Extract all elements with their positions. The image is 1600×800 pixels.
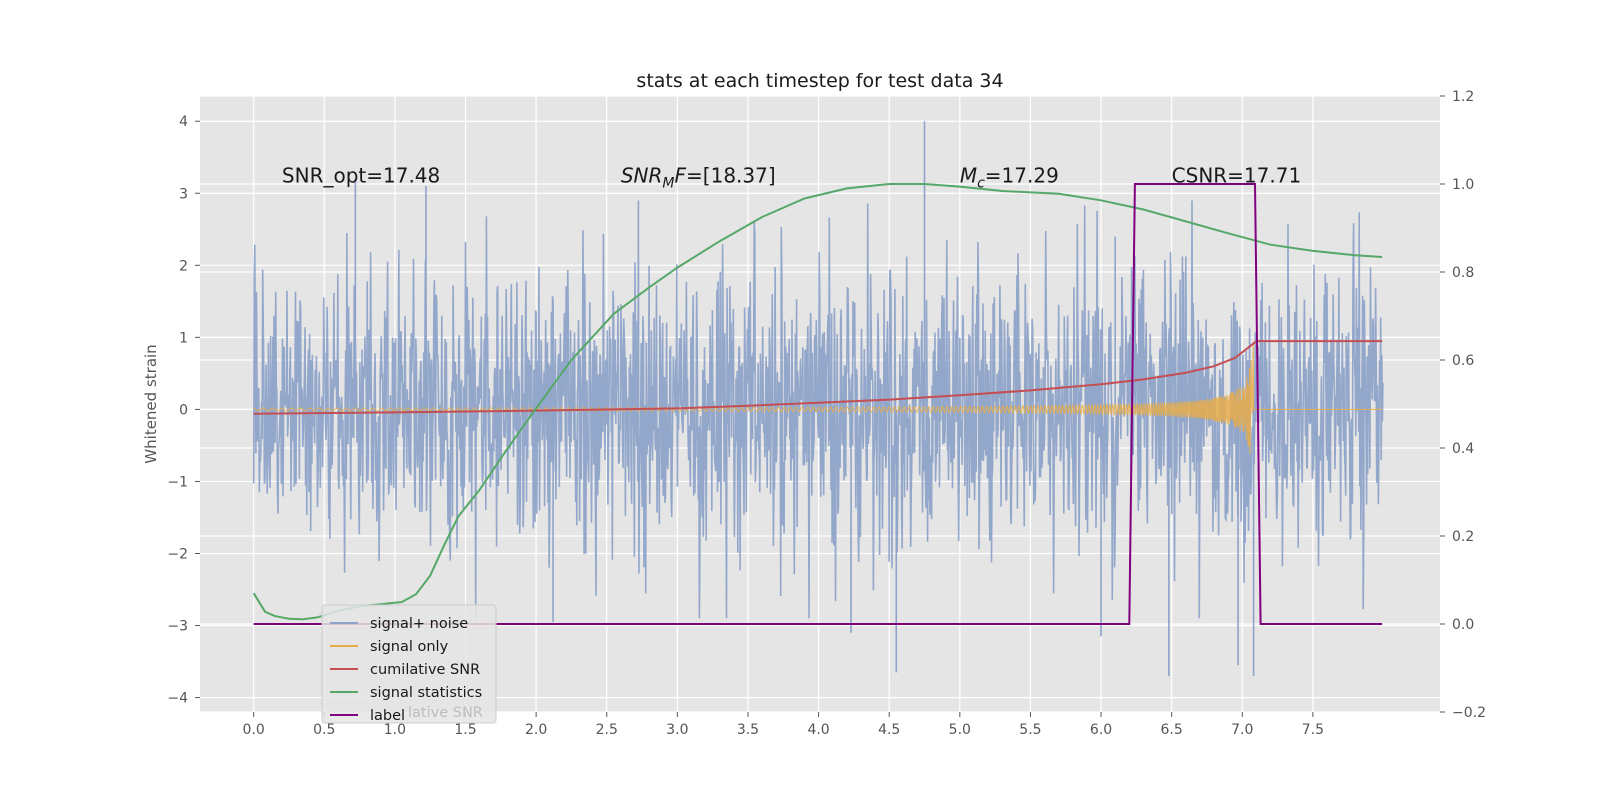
y-tick-label: 0 <box>179 402 188 418</box>
series-line-label <box>253 183 1383 625</box>
x-tick-label: 6.5 <box>1161 722 1183 738</box>
y2-tick-label: 1.2 <box>1452 89 1474 105</box>
y-tick-label: −3 <box>167 619 188 635</box>
annotation-3: CSNR=17.71 <box>1172 163 1302 187</box>
annotation-subscript: M <box>662 175 674 191</box>
annotation-text: CSNR=17.71 <box>1172 163 1302 187</box>
y2-tick-label: 0.2 <box>1452 529 1474 545</box>
y2-tick-label: 0.8 <box>1452 265 1474 281</box>
annotation-text: SNR_opt=17.48 <box>282 163 440 187</box>
x-tick-label: 1.5 <box>454 722 476 738</box>
y2-tick-label: 0.4 <box>1452 441 1474 457</box>
x-tick-label: 4.5 <box>878 722 900 738</box>
y-tick-label: −2 <box>167 546 188 562</box>
legend-label: signal only <box>370 639 449 655</box>
y-tick-label: 1 <box>179 330 188 346</box>
x-tick-label: 0.0 <box>243 722 265 738</box>
annotation-base: M <box>960 163 977 187</box>
annotation-1: SNRMF=[18.37] <box>621 163 776 191</box>
annotation-base: SNR <box>621 163 663 187</box>
x-tick-label: 3.0 <box>666 722 688 738</box>
x-tick-label: 3.5 <box>737 722 759 738</box>
y-tick-label: −1 <box>167 474 188 490</box>
x-tick-label: 0.5 <box>313 722 335 738</box>
x-tick-label: 4.0 <box>807 722 829 738</box>
series-line-signal-only <box>253 344 1383 455</box>
annotation-rest-italic: F <box>675 163 687 187</box>
y2-tick-label: −0.2 <box>1452 705 1486 721</box>
legend-label: signal statistics <box>370 685 482 701</box>
annotations: SNR_opt=17.48 SNRMF=[18.37] Mc=17.29 CSNR=1… <box>282 163 1301 191</box>
y2-tick-label: 0.6 <box>1452 353 1474 369</box>
x-tick-label: 5.0 <box>949 722 971 738</box>
legend-label: label <box>370 708 405 724</box>
x-tick-label: 2.0 <box>525 722 547 738</box>
annotation-2: Mc=17.29 <box>960 163 1059 191</box>
y2-tick-label: 0.0 <box>1452 617 1474 633</box>
x-tick-label: 7.5 <box>1302 722 1324 738</box>
y-tick-label: 2 <box>179 258 188 274</box>
y-tick-label: −4 <box>167 691 188 707</box>
series-line-signal-noise <box>252 200 1384 619</box>
annotation-rest: F=[18.37] <box>675 163 776 187</box>
axes: 0.0 0.5 1.0 1.5 2.0 2.5 3.0 3.5 4.0 4.5 5.0 5.5 6.0 6… <box>167 89 1486 738</box>
y-axis-label: Whitened strain <box>142 344 160 463</box>
annotation-rest-plain: =[18.37] <box>686 163 776 187</box>
series-layer <box>252 121 1384 676</box>
y-tick-label: 4 <box>179 114 188 130</box>
legend-box <box>321 604 497 724</box>
annotation-0: SNR_opt=17.48 <box>282 163 440 187</box>
annotation-rest: =17.29 <box>985 163 1059 187</box>
x-tick-label: 1.0 <box>384 722 406 738</box>
legend-overlap-text: lative SNR <box>408 705 483 721</box>
y2-tick-label: 1.0 <box>1452 177 1474 193</box>
annotation-subscript: c <box>977 175 985 191</box>
x-tick-label: 2.5 <box>596 722 618 738</box>
x-tick-label: 7.0 <box>1231 722 1253 738</box>
legend: lative SNR signal+ noise signal only cumila… <box>321 604 497 724</box>
legend-label: signal+ noise <box>370 616 468 632</box>
x-tick-label: 5.5 <box>1019 722 1041 738</box>
x-tick-label: 6.0 <box>1090 722 1112 738</box>
chart-title: stats at each timestep for test data 34 <box>636 70 1003 92</box>
y-tick-label: 3 <box>179 186 188 202</box>
series-line-cumulative-snr <box>253 340 1383 415</box>
legend-label: cumilative SNR <box>370 662 480 678</box>
